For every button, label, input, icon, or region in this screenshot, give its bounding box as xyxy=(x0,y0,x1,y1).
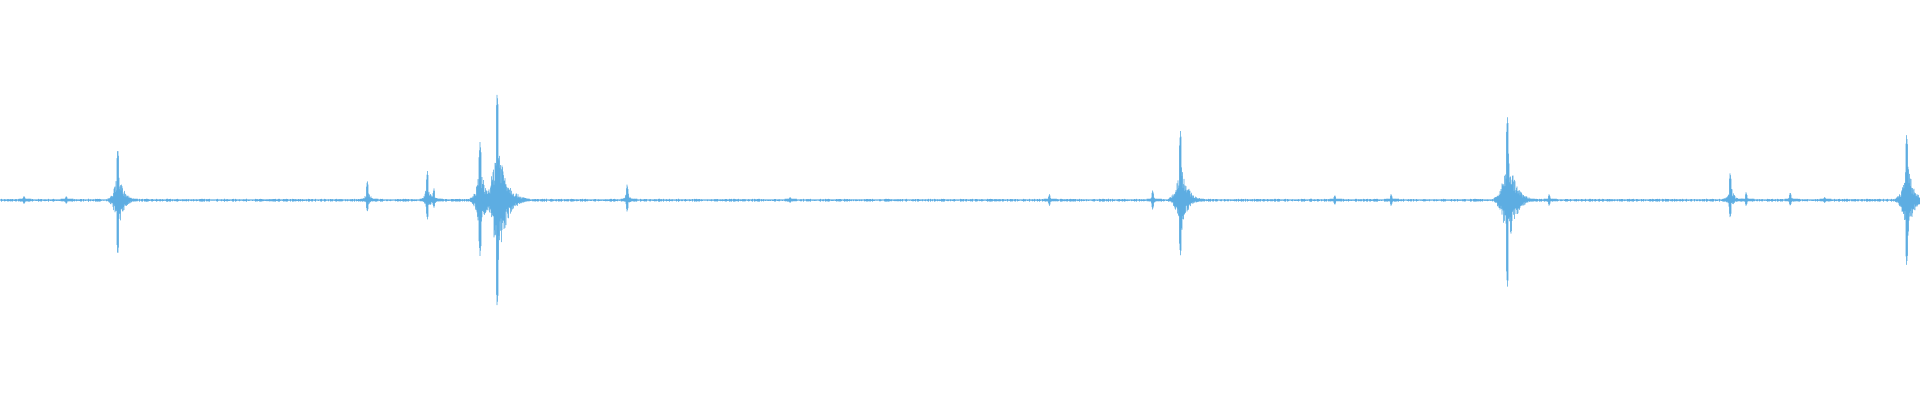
waveform-burst-1 xyxy=(60,196,74,204)
waveform-burst-7 xyxy=(481,94,530,306)
waveform-burst-10 xyxy=(1043,194,1057,206)
waveform-burst-21 xyxy=(1894,135,1920,265)
waveform-burst-12 xyxy=(1168,130,1204,256)
waveform-burst-0 xyxy=(18,196,32,204)
waveform-burst-15 xyxy=(1493,117,1536,287)
waveform-burst-11 xyxy=(1146,190,1162,210)
waveform-events xyxy=(18,94,1920,306)
waveform-burst-17 xyxy=(1722,173,1744,218)
waveform-burst-4 xyxy=(419,170,441,220)
waveform-burst-14 xyxy=(1385,194,1399,206)
waveform-burst-18 xyxy=(1740,192,1755,206)
waveform-burst-3 xyxy=(360,181,379,212)
waveform-burst-9 xyxy=(784,197,797,203)
waveform-burst-19 xyxy=(1784,192,1799,206)
waveform-burst-16 xyxy=(1543,194,1557,206)
waveform-burst-2 xyxy=(107,151,138,253)
waveform-burst-20 xyxy=(1819,197,1832,203)
waveform-burst-13 xyxy=(1329,195,1343,205)
waveform-burst-8 xyxy=(620,184,638,212)
waveform-burst-5 xyxy=(427,188,443,208)
